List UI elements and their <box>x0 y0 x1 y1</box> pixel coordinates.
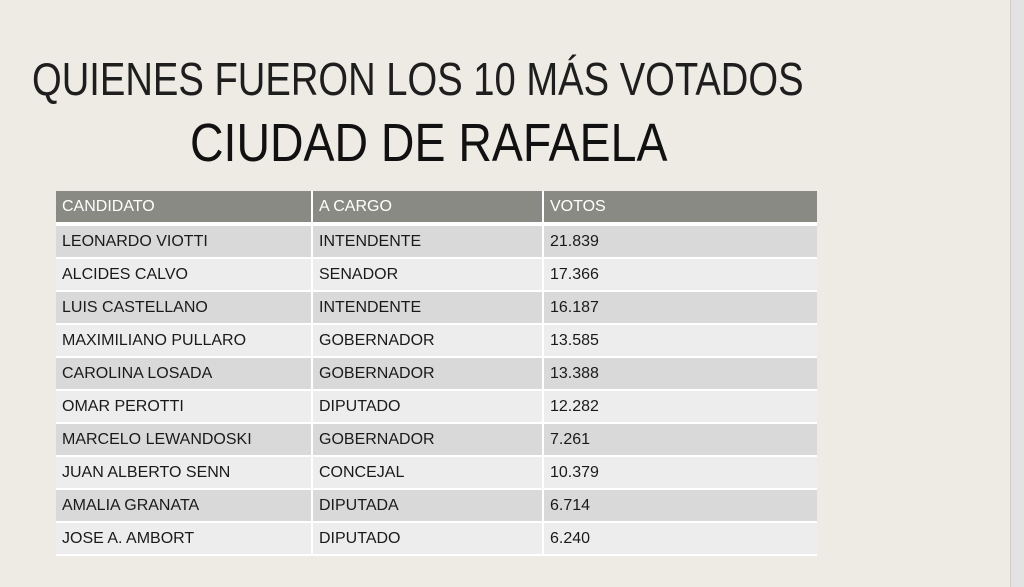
position-cell: GOBERNADOR <box>311 324 544 358</box>
table-row: ALCIDES CALVO SENADOR 17.366 <box>56 258 817 292</box>
votes-cell: 6.714 <box>542 489 817 523</box>
position-cell: SENADOR <box>311 258 544 292</box>
votes-cell: 13.388 <box>542 357 817 391</box>
votes-cell: 16.187 <box>542 291 817 325</box>
table-row: MAXIMILIANO PULLARO GOBERNADOR 13.585 <box>56 324 817 358</box>
header-a-cargo: A CARGO <box>311 191 544 226</box>
votes-cell: 13.585 <box>542 324 817 358</box>
position-cell: INTENDENTE <box>311 291 544 325</box>
table-row: CAROLINA LOSADA GOBERNADOR 13.388 <box>56 357 817 391</box>
table-row: JOSE A. AMBORT DIPUTADO 6.240 <box>56 522 817 556</box>
table-header-row: CANDIDATO A CARGO VOTOS <box>56 191 817 226</box>
table-row: LUIS CASTELLANO INTENDENTE 16.187 <box>56 291 817 325</box>
slide-subtitle: CIUDAD DE RAFAELA <box>190 113 668 173</box>
candidate-cell: AMALIA GRANATA <box>56 489 313 523</box>
candidate-cell: JUAN ALBERTO SENN <box>56 456 313 490</box>
results-table: CANDIDATO A CARGO VOTOS LEONARDO VIOTTI I… <box>56 191 817 556</box>
header-votos: VOTOS <box>542 191 817 226</box>
candidate-cell: OMAR PEROTTI <box>56 390 313 424</box>
votes-cell: 12.282 <box>542 390 817 424</box>
votes-cell: 7.261 <box>542 423 817 457</box>
position-cell: DIPUTADO <box>311 522 544 556</box>
position-cell: GOBERNADOR <box>311 423 544 457</box>
votes-cell: 21.839 <box>542 224 817 259</box>
position-cell: INTENDENTE <box>311 224 544 259</box>
candidate-cell: JOSE A. AMBORT <box>56 522 313 556</box>
position-cell: CONCEJAL <box>311 456 544 490</box>
candidate-cell: LEONARDO VIOTTI <box>56 224 313 259</box>
slide-title: QUIENES FUERON LOS 10 MÁS VOTADOS <box>32 53 804 105</box>
candidate-cell: MAXIMILIANO PULLARO <box>56 324 313 358</box>
candidate-cell: CAROLINA LOSADA <box>56 357 313 391</box>
position-cell: DIPUTADO <box>311 390 544 424</box>
table-row: OMAR PEROTTI DIPUTADO 12.282 <box>56 390 817 424</box>
candidate-cell: LUIS CASTELLANO <box>56 291 313 325</box>
table-row: LEONARDO VIOTTI INTENDENTE 21.839 <box>56 224 817 259</box>
position-cell: GOBERNADOR <box>311 357 544 391</box>
votes-cell: 6.240 <box>542 522 817 556</box>
table-row: MARCELO LEWANDOSKI GOBERNADOR 7.261 <box>56 423 817 457</box>
position-cell: DIPUTADA <box>311 489 544 523</box>
header-candidato: CANDIDATO <box>56 191 313 226</box>
votes-cell: 10.379 <box>542 456 817 490</box>
votes-cell: 17.366 <box>542 258 817 292</box>
table-row: AMALIA GRANATA DIPUTADA 6.714 <box>56 489 817 523</box>
candidate-cell: ALCIDES CALVO <box>56 258 313 292</box>
candidate-cell: MARCELO LEWANDOSKI <box>56 423 313 457</box>
table-row: JUAN ALBERTO SENN CONCEJAL 10.379 <box>56 456 817 490</box>
